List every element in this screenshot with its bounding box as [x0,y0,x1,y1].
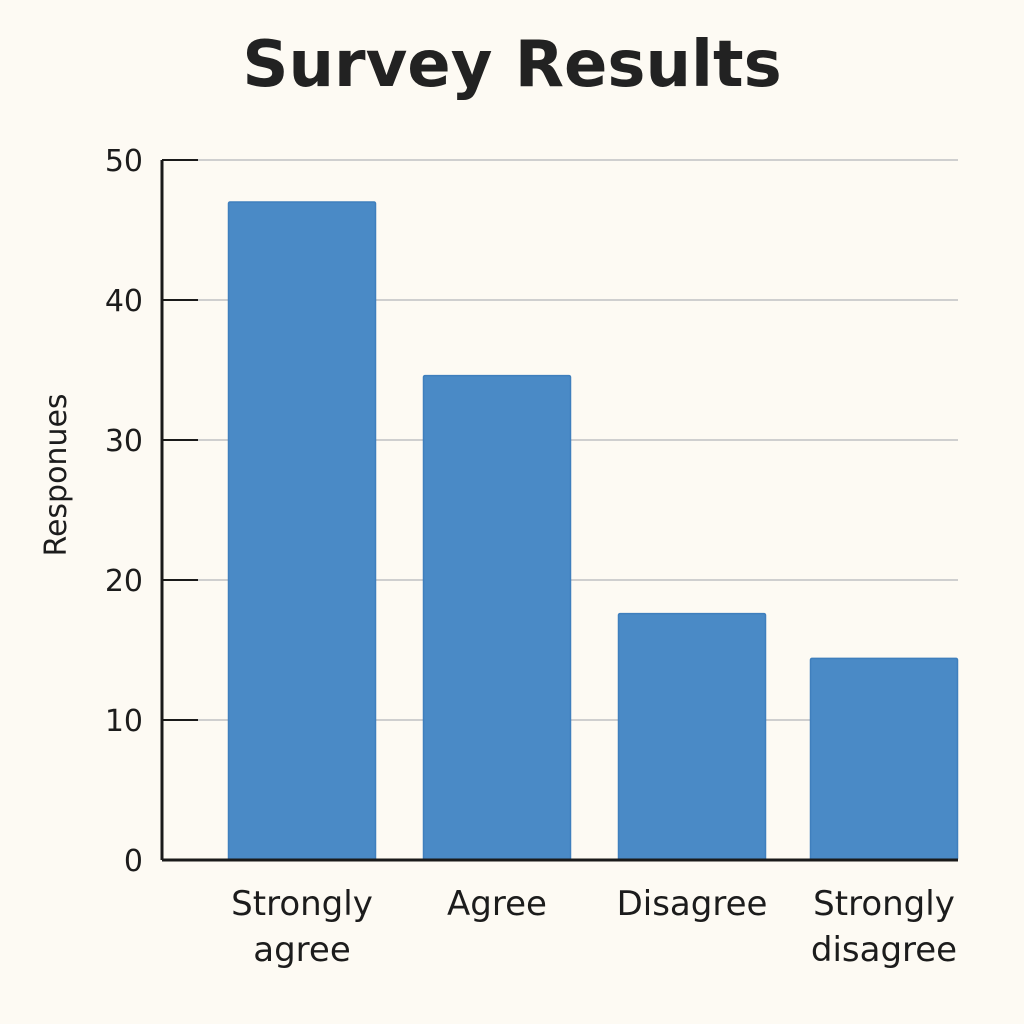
bar [227,201,377,861]
y-tick-label: 10 [105,704,143,739]
x-category-label-line: Strongly [813,884,955,924]
bar [422,374,572,861]
axes [160,159,958,862]
y-tick-label: 20 [105,564,143,599]
x-category-label-line: agree [253,930,350,970]
x-category-label: Strongly disagree [811,884,957,970]
chart-title: Survey Results [242,28,782,102]
x-category-labels: Strongly agree Agree Disagree Strongly disagr… [231,884,957,970]
y-tick-label: 30 [105,424,143,459]
x-category-label: Disagree [617,884,768,924]
bars [227,201,959,861]
y-tick-label: 40 [105,284,143,319]
bar [617,612,767,861]
y-tick-labels: 0 10 20 30 40 50 [105,144,143,879]
x-category-label: Strongly agree [231,884,373,970]
x-category-label-line: Strongly [231,884,373,924]
bar [809,657,959,861]
y-tick-label: 50 [105,144,143,179]
y-tick-label: 0 [124,844,143,879]
y-axis-title: Responues [39,393,74,556]
x-category-label-line: Agree [447,884,547,924]
x-category-label-line: Disagree [617,884,768,924]
x-category-label: Agree [447,884,547,924]
x-category-label-line: disagree [811,930,957,970]
